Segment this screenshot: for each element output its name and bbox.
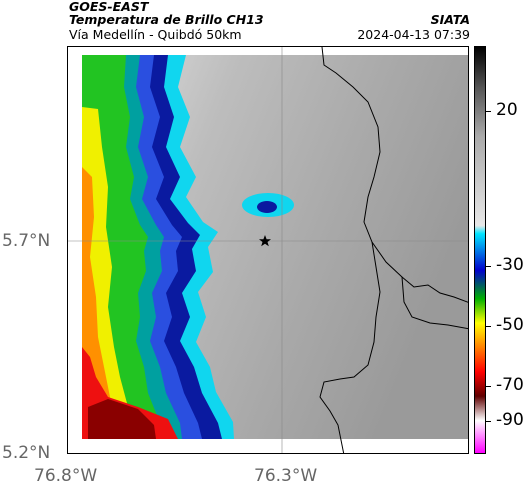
cb-tick: [486, 111, 491, 112]
lon-label-76.3: 76.3°W: [254, 466, 318, 486]
lat-label-5.2: 5.2°N: [2, 443, 51, 463]
border-line-3: [401, 276, 468, 303]
timestamp-label: 2024-04-13 07:39: [357, 27, 470, 42]
lat-label-5.7: 5.7°N: [2, 231, 51, 251]
org-label: SIATA: [430, 12, 470, 27]
region-label: Vía Medellín - Quibdó 50km: [69, 27, 242, 42]
cb-tick: [486, 266, 491, 267]
lon-label-76.8: 76.8°W: [34, 466, 98, 486]
cb-tick: [486, 326, 491, 327]
cb-tick: [486, 386, 491, 387]
border-line-2: [319, 241, 381, 453]
cb-label--50: -50: [496, 315, 524, 335]
satellite-label: GOES-EAST: [69, 0, 149, 14]
cb-label--30: -30: [496, 255, 524, 275]
border-line: [321, 47, 468, 330]
cloud-cell-inner: [257, 201, 277, 213]
cb-label--90: -90: [496, 410, 524, 430]
map-canvas: [68, 47, 468, 453]
cb-label-20: 20: [496, 100, 518, 120]
product-title: Temperatura de Brillo CH13: [69, 12, 264, 27]
cb-label--70: -70: [496, 375, 524, 395]
star-marker: [259, 235, 271, 247]
map-panel[interactable]: [67, 46, 469, 454]
colorbar: [474, 46, 486, 454]
cb-tick: [486, 421, 491, 422]
cloud-darkred: [88, 399, 156, 439]
